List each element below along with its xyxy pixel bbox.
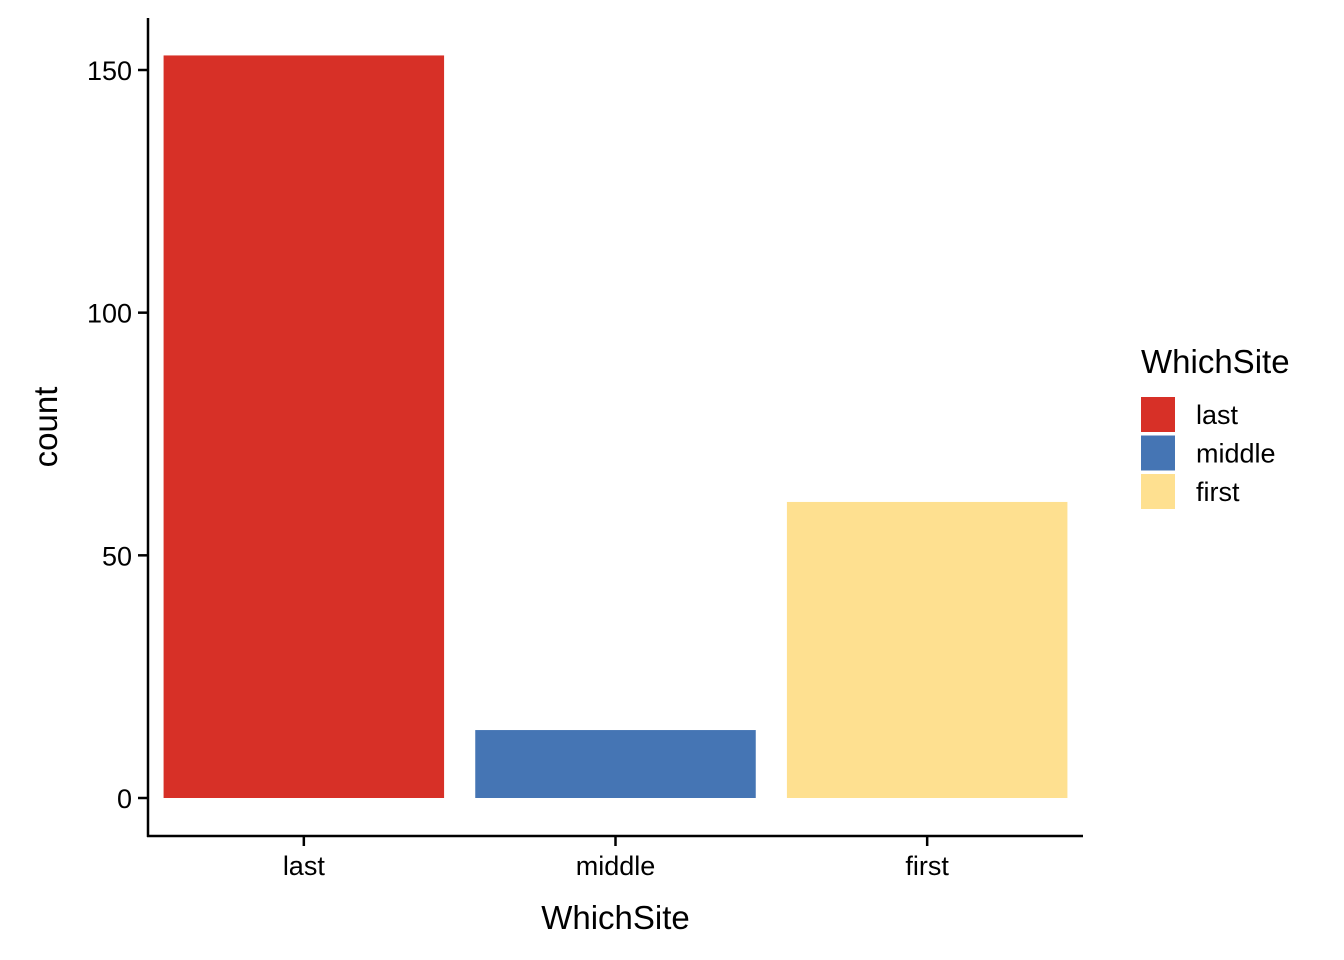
bar-last xyxy=(163,55,445,798)
legend-title: WhichSite xyxy=(1141,343,1290,380)
legend-label-first: first xyxy=(1196,477,1240,507)
x-tick-label: middle xyxy=(576,851,656,881)
legend-swatch-first xyxy=(1141,474,1175,509)
bar-first xyxy=(786,501,1068,798)
bar-middle xyxy=(475,730,756,798)
x-tick-label: first xyxy=(905,851,949,881)
y-tick-label: 100 xyxy=(87,299,132,329)
x-ticks-group: last middle first xyxy=(283,836,949,881)
x-axis-title: WhichSite xyxy=(541,899,690,936)
legend-label-middle: middle xyxy=(1196,439,1276,469)
legend-label-last: last xyxy=(1196,400,1239,430)
legend-swatch-middle xyxy=(1141,435,1175,471)
y-axis-title: count xyxy=(27,387,64,468)
bars-group xyxy=(163,55,1068,798)
y-tick-label: 0 xyxy=(117,784,132,814)
x-tick-label: last xyxy=(283,851,326,881)
legend: WhichSite last middle first xyxy=(1141,343,1290,509)
y-tick-label: 50 xyxy=(102,541,132,571)
y-tick-label: 150 xyxy=(87,56,132,86)
legend-entries: last middle first xyxy=(1141,397,1276,509)
legend-swatch-last xyxy=(1141,397,1175,432)
y-ticks-group: 0 50 100 150 xyxy=(87,56,148,814)
